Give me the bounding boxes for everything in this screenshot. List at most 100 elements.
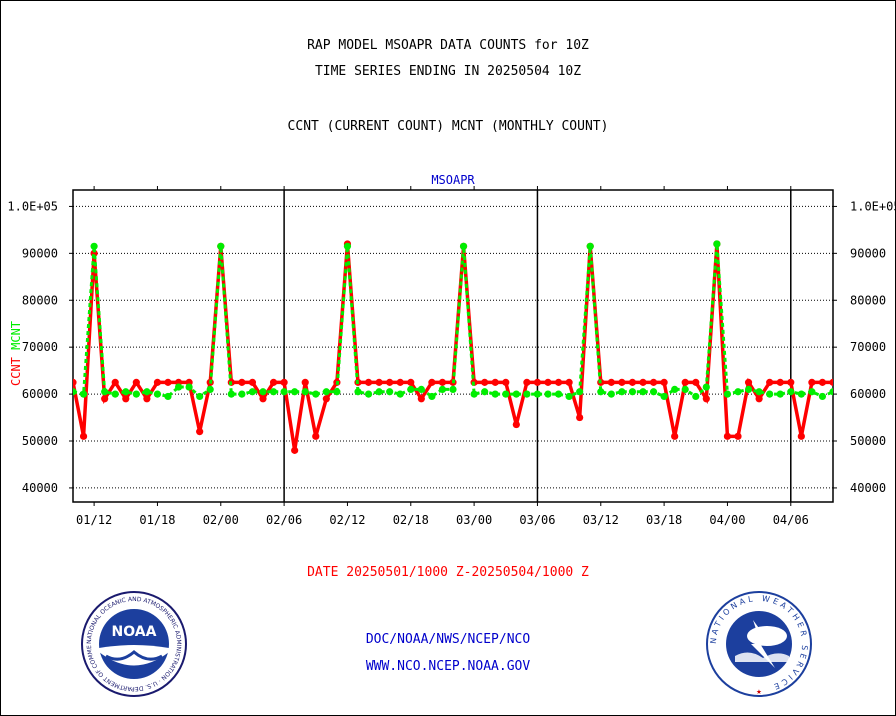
data-point-ccnt [744,378,753,386]
data-point-mcnt [122,388,130,396]
data-point-ccnt [153,378,162,386]
data-point-mcnt [766,390,774,398]
data-point-ccnt [618,378,626,386]
data-point-mcnt [449,385,457,393]
data-point-ccnt [101,395,109,403]
data-point-ccnt [79,432,88,440]
data-point-mcnt [671,385,679,393]
data-point-mcnt [470,390,478,398]
data-point-mcnt [808,388,816,396]
y-tick-label-left: 60000 [22,387,58,401]
data-point-ccnt [787,378,795,386]
data-point-mcnt [417,385,425,393]
data-point-mcnt [744,385,753,393]
data-point-ccnt [417,395,425,403]
website-link[interactable]: WWW.NCO.NCEP.NOAA.GOV [365,659,531,674]
data-point-ccnt [829,378,833,386]
data-point-mcnt [291,388,299,396]
data-point-mcnt [544,390,552,398]
data-point-mcnt [343,242,352,250]
data-point-mcnt [333,388,341,396]
x-tick-label: 03/18 [646,513,682,527]
data-point-mcnt [512,390,520,398]
data-point-ccnt [375,378,383,386]
data-point-ccnt [533,378,542,386]
x-tick-label: 02/18 [393,513,429,527]
data-point-mcnt [386,388,394,396]
y-tick-label-left: 90000 [22,246,58,260]
data-point-mcnt [491,390,499,398]
y-axis-label-ccnt: CCNT [9,357,23,386]
data-point-mcnt [164,392,172,401]
data-point-ccnt [766,378,774,386]
data-point-mcnt [713,240,721,248]
data-point-mcnt [586,242,594,250]
x-tick-label: 03/00 [456,513,492,527]
data-point-ccnt [280,378,288,386]
data-point-mcnt [533,390,542,398]
data-point-mcnt [196,392,204,401]
x-tick-label: 04/00 [709,513,745,527]
noaa-logo-text: NOAA [112,624,157,640]
data-point-ccnt [164,378,172,386]
data-point-ccnt [797,432,805,440]
data-point-ccnt [122,395,130,403]
x-tick-label: 04/06 [773,513,809,527]
y-tick-label-right: 80000 [850,293,886,307]
data-point-ccnt [248,378,257,386]
data-point-ccnt [523,378,531,386]
plot-area-border [72,189,834,503]
data-point-ccnt [649,378,658,386]
data-point-mcnt [734,388,742,396]
y-tick-label-left: 1.0E+05 [7,199,58,213]
svg-text:★: ★ [756,687,762,697]
data-point-mcnt [459,242,468,250]
data-point-mcnt [354,388,362,396]
y-tick-label-right: 60000 [850,387,886,401]
data-point-ccnt [702,395,710,403]
data-point-mcnt [829,388,833,396]
chart-subtitle: CCNT (CURRENT COUNT) MCNT (MONTHLY COUNT… [287,119,609,134]
data-point-mcnt [301,388,309,396]
data-point-mcnt [153,390,162,398]
data-point-mcnt [280,388,288,396]
data-point-mcnt [322,388,330,396]
data-point-mcnt [438,385,447,393]
data-point-mcnt [238,390,246,398]
y-tick-label-left: 80000 [22,293,58,307]
data-point-ccnt [628,378,637,386]
data-point-mcnt [639,388,647,396]
y-axis-label-mcnt: MCNT [9,321,23,357]
data-point-ccnt [481,378,489,386]
data-point-mcnt [597,388,605,396]
chart-title-line2: TIME SERIES ENDING IN 20250504 10Z [314,64,582,79]
data-point-ccnt [73,378,77,386]
data-point-ccnt [660,378,668,386]
data-point-mcnt [481,388,489,396]
data-point-ccnt [491,378,499,386]
data-point-mcnt [217,242,225,250]
y-tick-label-left: 50000 [22,434,58,448]
data-point-mcnt [660,392,668,401]
data-point-mcnt [269,388,278,396]
data-point-ccnt [196,428,204,436]
data-point-ccnt [755,395,763,403]
data-point-ccnt [396,378,404,386]
org-path: DOC/NOAA/NWS/NCEP/NCO [365,632,531,647]
data-point-ccnt [671,432,679,440]
series-mcnt [73,240,833,401]
data-point-mcnt [407,385,415,393]
data-point-ccnt [776,378,784,386]
data-point-mcnt [79,390,88,398]
data-point-mcnt [428,392,436,401]
data-point-mcnt [628,388,637,396]
noaa-logo: NATIONAL OCEANIC AND ATMOSPHERIC ADMINIS… [80,590,187,697]
data-point-ccnt [565,378,573,386]
data-point-mcnt [185,383,193,391]
data-point-ccnt [291,446,299,454]
data-point-ccnt [681,378,689,386]
y-tick-label-left: 70000 [22,340,58,354]
data-point-mcnt [375,388,383,396]
panel-title: MSOAPR [431,173,475,187]
